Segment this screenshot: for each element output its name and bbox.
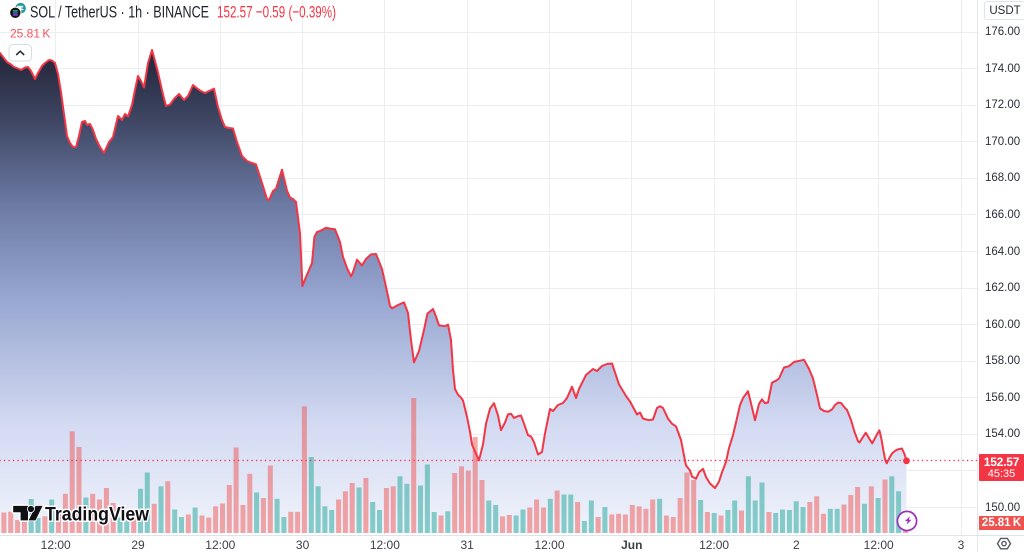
svg-text:152.57 −0.59 (−0.39%): 152.57 −0.59 (−0.39%) <box>217 3 336 22</box>
svg-text:TradingView: TradingView <box>45 505 149 526</box>
svg-text:SOL / TetherUS · 1h · BINANCE: SOL / TetherUS · 1h · BINANCE <box>30 3 209 22</box>
svg-text:25.81 K: 25.81 K <box>10 26 50 40</box>
